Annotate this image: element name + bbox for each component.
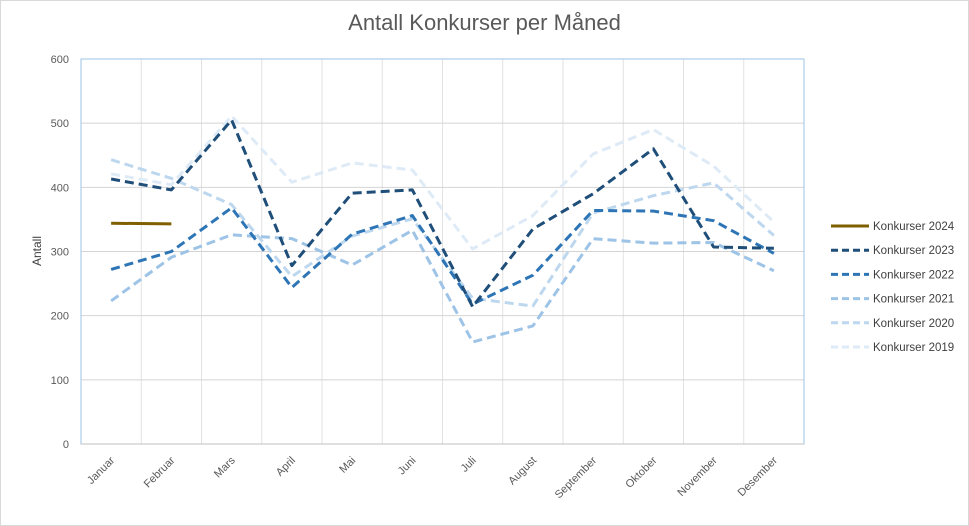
y-tick-label: 200 <box>51 311 69 323</box>
x-tick-label: Februar <box>142 454 178 490</box>
y-tick-label: 100 <box>51 375 69 387</box>
legend-label: Konkurser 2023 <box>873 245 954 257</box>
x-tick-label: November <box>675 454 720 499</box>
x-tick-label: September <box>553 454 600 501</box>
x-tick-label: Oktober <box>623 454 659 490</box>
y-tick-label: 600 <box>51 54 69 66</box>
legend-label: Konkurser 2022 <box>873 269 954 281</box>
x-tick-label: April <box>274 455 298 479</box>
x-tick-label: Mars <box>212 454 238 480</box>
x-tick-label: Januar <box>85 454 118 487</box>
y-tick-label: 400 <box>51 182 69 194</box>
y-axis-ticks: 0 100 200 300 400 500 600 <box>51 54 69 451</box>
legend-label: Konkurser 2019 <box>873 342 954 354</box>
y-tick-label: 500 <box>51 118 69 130</box>
y-tick-label: 300 <box>51 247 69 259</box>
x-tick-label: August <box>506 455 539 488</box>
legend-label: Konkurser 2021 <box>873 294 954 306</box>
x-tick-label: Mai <box>337 455 358 476</box>
x-tick-label: Desember <box>736 454 781 499</box>
series-line-konkurser-2024 <box>111 223 171 224</box>
legend-label: Konkurser 2024 <box>873 221 955 233</box>
legend: Konkurser 2024 Konkurser 2023 Konkurser 20… <box>831 221 955 354</box>
x-tick-label: Juni <box>396 455 419 478</box>
y-axis-label: Antall <box>30 236 44 266</box>
y-tick-label: 0 <box>63 439 69 451</box>
x-axis-ticks: Januar Februar Mars April Mai Juni Juli August S… <box>85 454 780 501</box>
x-tick-label: Juli <box>459 455 479 475</box>
legend-label: Konkurser 2020 <box>873 318 954 330</box>
